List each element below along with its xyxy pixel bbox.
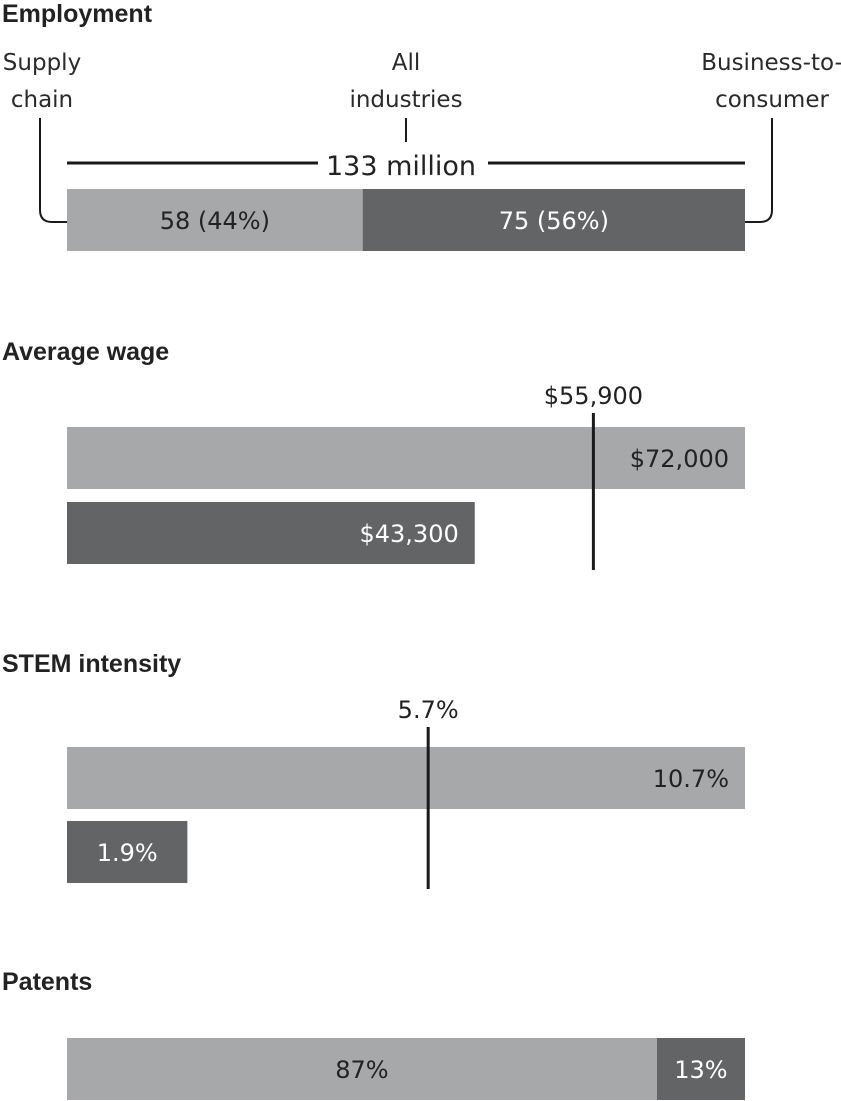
supply-chain-bar bbox=[67, 1038, 657, 1100]
reference-label: $55,900 bbox=[544, 382, 643, 410]
reference-label: 5.7% bbox=[398, 696, 459, 724]
b2c-bar bbox=[67, 821, 188, 883]
employment-title: Employment bbox=[2, 0, 153, 28]
b2c-bar bbox=[656, 1038, 745, 1100]
b2c-value-label: $43,300 bbox=[359, 520, 458, 548]
b2c-label-line2: consumer bbox=[715, 87, 829, 113]
wage-title: Average wage bbox=[2, 338, 169, 366]
supply-chain-label-line2: chain bbox=[11, 87, 73, 113]
total-label: 133 million bbox=[326, 151, 476, 182]
supply-chain-bar bbox=[67, 189, 363, 251]
patents-title: Patents bbox=[2, 968, 92, 996]
supply-chain-leader bbox=[39, 118, 78, 223]
b2c-value-label: 13% bbox=[674, 1056, 727, 1084]
supply-chain-value-label: 10.7% bbox=[653, 765, 729, 793]
b2c-bar bbox=[67, 502, 475, 564]
stem-title: STEM intensity bbox=[2, 650, 181, 678]
supply-chain-bar bbox=[67, 427, 745, 489]
supply-chain-value-label: 87% bbox=[335, 1056, 388, 1084]
all-industries-label-line2: industries bbox=[349, 87, 462, 113]
b2c-leader bbox=[734, 118, 773, 223]
supply-chain-value-label: $72,000 bbox=[630, 445, 729, 473]
b2c-label-line1: Business-to- bbox=[701, 50, 841, 76]
all-industries-label-line1: All bbox=[392, 50, 421, 76]
supply-chain-bar bbox=[67, 747, 745, 809]
supply-chain-value-label: 58 (44%) bbox=[160, 207, 270, 235]
b2c-bar bbox=[362, 189, 745, 251]
supply-chain-label-line1: Supply bbox=[3, 50, 81, 76]
b2c-value-label: 75 (56%) bbox=[499, 207, 609, 235]
b2c-value-label: 1.9% bbox=[97, 839, 158, 867]
